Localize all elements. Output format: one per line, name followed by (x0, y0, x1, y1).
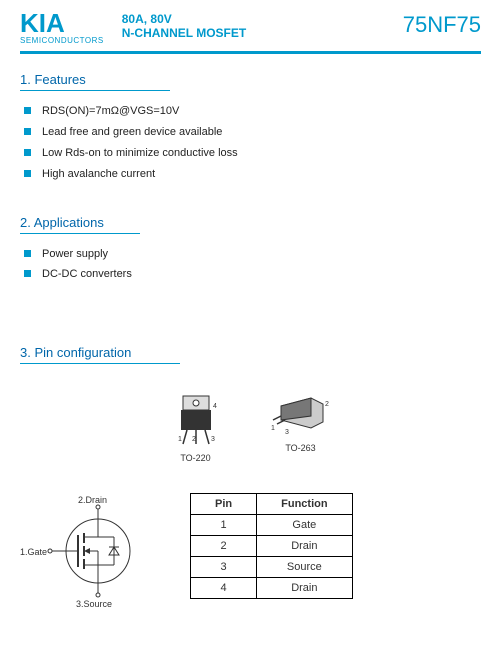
list-item: DC-DC converters (24, 264, 481, 285)
pinconfig-title: 3. Pin configuration (20, 345, 180, 364)
logo-block: KIA SEMICONDUCTORS (20, 10, 104, 45)
spec-line1: 80A, 80V (122, 12, 403, 26)
applications-title: 2. Applications (20, 215, 140, 234)
svg-text:1.Gate: 1.Gate (20, 547, 47, 557)
list-item: High avalanche current (24, 164, 481, 185)
to263-icon: 1 3 2 (271, 394, 331, 439)
package-to220: 1 2 3 4 TO-220 (171, 394, 221, 463)
list-item: Lead free and green device available (24, 122, 481, 143)
logo-sub-text: SEMICONDUCTORS (20, 36, 104, 45)
svg-text:3: 3 (285, 429, 289, 436)
table-cell: Drain (257, 578, 352, 599)
header-spec: 80A, 80V N-CHANNEL MOSFET (104, 10, 403, 40)
package-diagrams: 1 2 3 4 TO-220 1 3 2 TO-263 (20, 394, 481, 463)
svg-text:2: 2 (325, 401, 329, 408)
table-row: 2 Drain (191, 536, 353, 557)
applications-list: Power supply DC-DC converters (20, 244, 481, 286)
table-header-row: Pin Function (191, 494, 353, 515)
pinconfig-section: 3. Pin configuration 1 2 3 4 TO-220 (20, 345, 481, 615)
list-item: Low Rds-on to minimize conductive loss (24, 143, 481, 164)
to220-icon: 1 2 3 4 (171, 394, 221, 449)
svg-text:2: 2 (192, 436, 196, 443)
pin-row: 2.Drain (20, 493, 481, 615)
svg-text:3: 3 (211, 436, 215, 443)
to220-label: TO-220 (171, 453, 221, 463)
list-item: Power supply (24, 244, 481, 265)
list-item: RDS(ON)=7mΩ@VGS=10V (24, 101, 481, 122)
table-cell: 4 (191, 578, 257, 599)
svg-text:2.Drain: 2.Drain (78, 495, 107, 505)
pin-table: Pin Function 1 Gate 2 Drain 3 Source (190, 493, 353, 599)
to263-label: TO-263 (271, 443, 331, 453)
table-cell: 2 (191, 536, 257, 557)
table-cell: Gate (257, 515, 352, 536)
features-section: 1. Features RDS(ON)=7mΩ@VGS=10V Lead fre… (20, 72, 481, 185)
spec-line2: N-CHANNEL MOSFET (122, 26, 403, 40)
document-header: KIA SEMICONDUCTORS 80A, 80V N-CHANNEL MO… (20, 10, 481, 54)
table-cell: 3 (191, 557, 257, 578)
table-cell: Source (257, 557, 352, 578)
svg-text:1: 1 (178, 436, 182, 443)
table-row: 3 Source (191, 557, 353, 578)
features-list: RDS(ON)=7mΩ@VGS=10V Lead free and green … (20, 101, 481, 185)
table-cell: 1 (191, 515, 257, 536)
table-header: Pin (191, 494, 257, 515)
svg-text:3.Source: 3.Source (76, 599, 112, 609)
package-to263: 1 3 2 TO-263 (271, 394, 331, 463)
part-number: 75NF75 (403, 10, 481, 38)
svg-text:1: 1 (271, 425, 275, 432)
mosfet-schematic: 2.Drain (20, 493, 160, 615)
table-row: 1 Gate (191, 515, 353, 536)
applications-section: 2. Applications Power supply DC-DC conve… (20, 215, 481, 286)
table-header: Function (257, 494, 352, 515)
svg-text:4: 4 (213, 403, 217, 410)
table-row: 4 Drain (191, 578, 353, 599)
logo-main-text: KIA (20, 10, 104, 36)
table-cell: Drain (257, 536, 352, 557)
features-title: 1. Features (20, 72, 170, 91)
mosfet-schematic-icon: 2.Drain (20, 493, 160, 613)
